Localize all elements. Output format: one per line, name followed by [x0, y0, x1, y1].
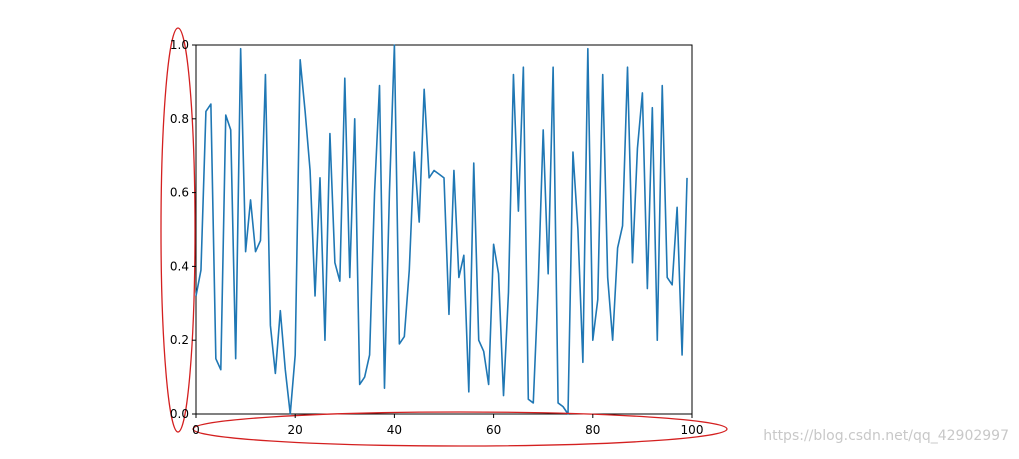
x-tick-label: 80 — [585, 423, 600, 437]
highlight-ellipse — [192, 411, 728, 447]
y-tick-label: 0.6 — [170, 186, 189, 200]
y-tick-label: 0.2 — [170, 333, 189, 347]
y-tick-label: 0.0 — [170, 407, 189, 421]
x-tick-label: 40 — [387, 423, 402, 437]
plot-area — [195, 44, 688, 415]
y-tick-label: 0.4 — [170, 259, 189, 273]
highlight-ellipse — [160, 27, 196, 433]
watermark: https://blog.csdn.net/qq_42902997 — [763, 428, 1009, 444]
x-tick-label: 0 — [192, 423, 200, 437]
plot-frame — [195, 44, 693, 415]
x-tick-label: 60 — [486, 423, 501, 437]
x-tick-label: 20 — [288, 423, 303, 437]
x-tick-label: 100 — [681, 423, 704, 437]
data-line — [195, 44, 688, 415]
y-tick-label: 1.0 — [170, 38, 189, 52]
y-tick-label: 0.8 — [170, 112, 189, 126]
